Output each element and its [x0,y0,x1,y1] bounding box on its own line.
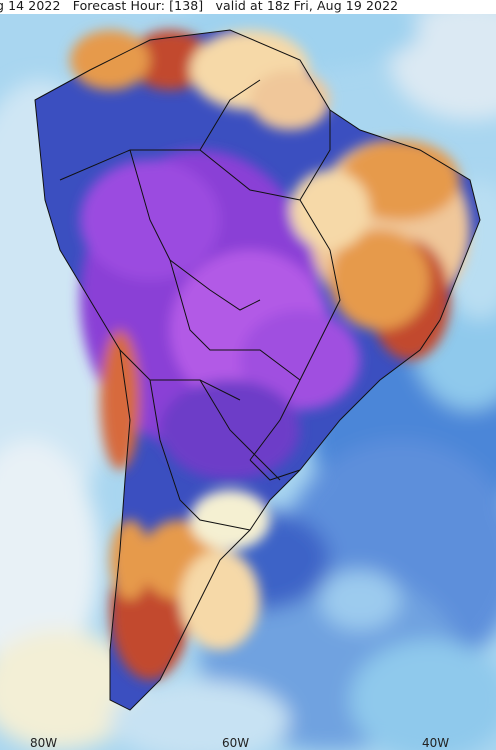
tick-label-40w: 40W [422,736,449,750]
forecast-header: g 14 2022 Forecast Hour: [138] valid at … [0,0,496,14]
land-fields [35,30,480,710]
forecast-header-text: g 14 2022 Forecast Hour: [138] valid at … [0,0,399,13]
tick-label-60w: 60W [222,736,249,750]
tick-label-80w: 80W [30,736,57,750]
country-borders [34,29,481,711]
x-axis: 80W 60W 40W [30,736,449,750]
